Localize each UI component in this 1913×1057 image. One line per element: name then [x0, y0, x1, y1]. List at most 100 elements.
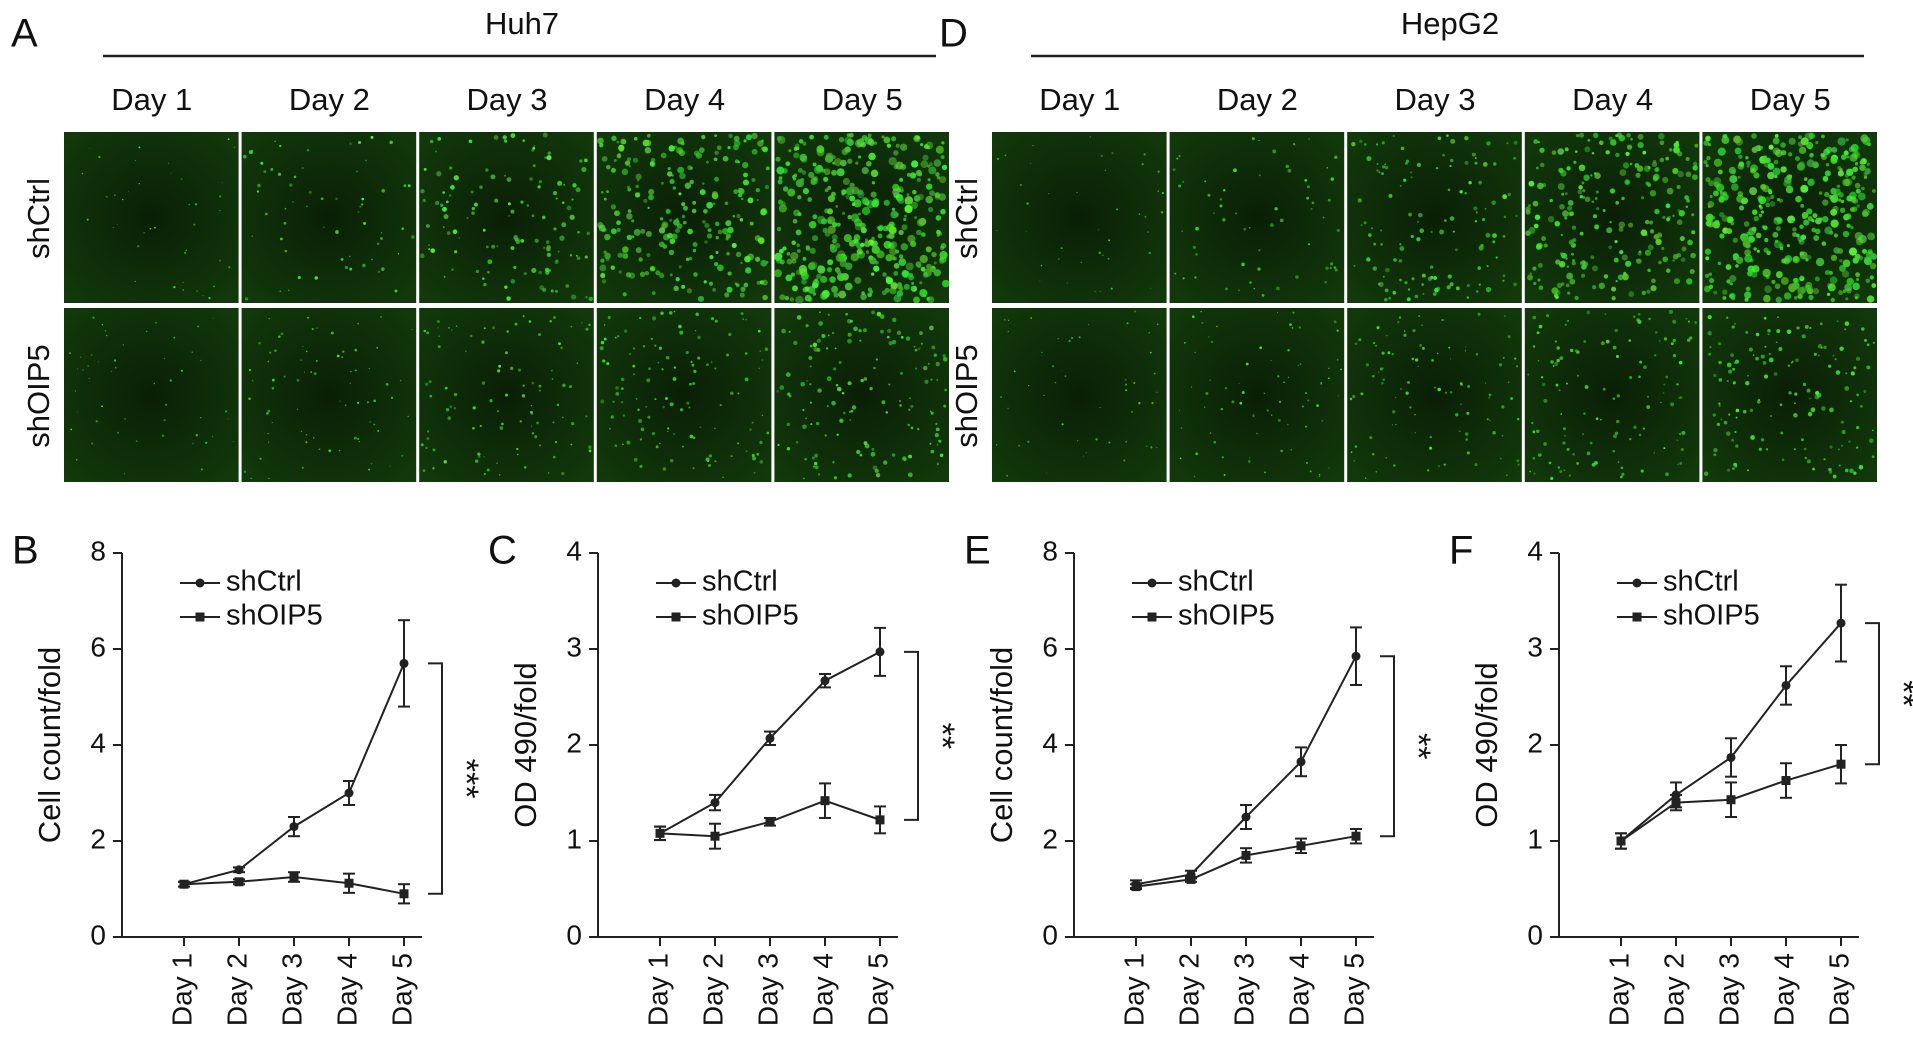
cell — [895, 249, 900, 254]
cell — [601, 190, 604, 194]
cell — [1095, 438, 1098, 441]
cell — [851, 405, 857, 410]
cell — [353, 324, 355, 326]
cell — [228, 266, 231, 269]
cell — [1358, 338, 1362, 342]
cell — [885, 411, 889, 414]
cell — [450, 185, 455, 190]
cell — [888, 157, 897, 166]
cell — [1649, 190, 1657, 197]
cell — [1612, 345, 1617, 350]
cell — [1207, 193, 1211, 197]
cell — [1662, 392, 1665, 394]
cell — [1820, 134, 1825, 139]
cell — [607, 316, 611, 319]
cell — [1615, 134, 1619, 138]
cell — [506, 177, 512, 182]
cell — [1844, 386, 1850, 391]
cell — [996, 229, 998, 232]
cell — [817, 215, 826, 225]
cell — [669, 402, 674, 407]
cell — [526, 204, 530, 207]
cell — [1844, 321, 1850, 326]
cell — [920, 160, 929, 169]
cell — [1032, 145, 1034, 147]
cell — [1767, 171, 1775, 180]
cell — [1745, 286, 1751, 292]
cell — [1716, 183, 1725, 192]
cell — [1721, 215, 1729, 222]
cell — [588, 449, 592, 453]
series-line — [183, 663, 405, 886]
cell — [1366, 257, 1371, 262]
cell — [1680, 257, 1686, 263]
cell — [1466, 451, 1470, 455]
cell — [369, 421, 371, 423]
cell — [1646, 405, 1651, 410]
cell — [777, 135, 786, 144]
cell — [1811, 227, 1817, 233]
cell — [1856, 278, 1860, 281]
cell — [543, 246, 546, 249]
cell — [370, 135, 374, 139]
cell — [569, 214, 575, 220]
cell — [489, 399, 493, 403]
cell — [420, 443, 424, 447]
cell — [1467, 384, 1471, 388]
cell — [1388, 193, 1393, 198]
cell — [1833, 247, 1840, 254]
cell — [650, 157, 656, 163]
cell — [1830, 219, 1839, 228]
cell — [425, 382, 429, 386]
cell — [1299, 363, 1302, 366]
cell — [1846, 168, 1854, 176]
cell — [1839, 346, 1844, 351]
cell — [1054, 381, 1057, 384]
cell — [603, 324, 606, 326]
cell — [1676, 219, 1683, 226]
cell — [672, 186, 677, 190]
cell — [1799, 275, 1804, 280]
x-tick-label: Day 5 — [1338, 953, 1369, 1026]
cell — [1775, 149, 1783, 158]
cell — [879, 314, 885, 319]
cell — [626, 234, 633, 241]
cell — [1709, 277, 1715, 284]
cell — [1827, 283, 1836, 292]
cell — [1204, 180, 1207, 183]
cell — [320, 197, 324, 201]
cell — [344, 404, 347, 406]
cell — [910, 426, 914, 430]
cell — [1622, 162, 1630, 169]
cell — [692, 436, 696, 440]
cell — [1501, 405, 1505, 409]
cell — [840, 159, 847, 167]
cell — [1625, 151, 1630, 157]
cell — [1849, 468, 1854, 474]
cell — [81, 172, 84, 175]
cell — [1384, 165, 1389, 170]
cell — [847, 381, 852, 386]
cell — [1410, 234, 1414, 239]
cell — [1678, 360, 1683, 365]
cell — [905, 336, 911, 341]
cell — [618, 146, 624, 152]
cell — [743, 172, 748, 178]
cell — [941, 164, 948, 171]
cell — [905, 262, 914, 271]
cell — [1732, 237, 1738, 243]
cell — [895, 161, 904, 170]
cell — [350, 370, 352, 373]
cell — [797, 195, 802, 200]
cell — [1178, 154, 1181, 157]
cell — [1567, 319, 1570, 322]
cell — [1653, 354, 1657, 357]
cell — [1371, 227, 1374, 230]
cell — [896, 290, 904, 297]
cell — [552, 421, 555, 424]
cell — [1653, 234, 1659, 240]
cell — [782, 168, 788, 174]
cell — [1589, 441, 1593, 445]
cell — [861, 135, 868, 141]
cell — [1514, 357, 1517, 360]
